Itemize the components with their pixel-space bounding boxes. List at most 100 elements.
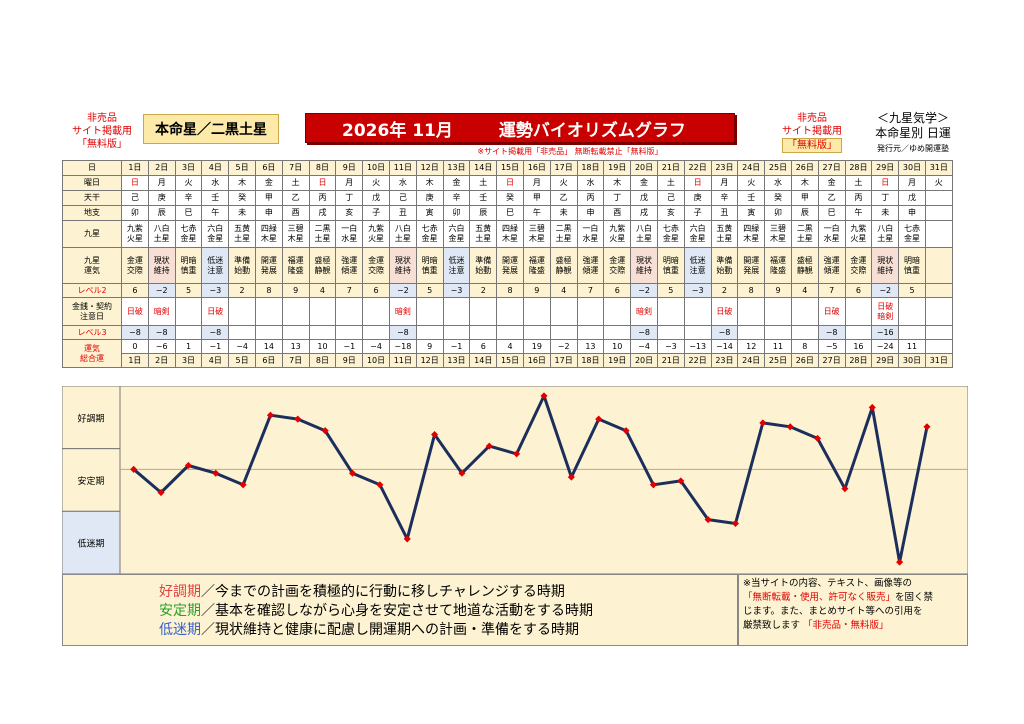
weekday-cell: 日 (308, 175, 337, 191)
cell-text: −2 (155, 285, 168, 295)
cell-text: 9 (775, 285, 781, 295)
cell-text: 九紫 (609, 224, 626, 233)
row-label-level3: レベル3 (62, 325, 122, 340)
level2-cell: 7 (335, 283, 364, 298)
cell-text: 壬 (211, 193, 220, 202)
row-label-stem: 天干 (62, 190, 122, 206)
cell-text: 一白 (341, 224, 358, 233)
row-label-branch: 地支 (62, 205, 122, 221)
stem-cell: 丁 (871, 190, 900, 206)
band-label-cell (62, 386, 121, 450)
cell-text: 卯 (452, 208, 461, 217)
cell-text: 五黄 (234, 224, 251, 233)
cell-text: 月 (157, 178, 166, 187)
cell-text: 金運 (609, 255, 626, 265)
nine-star-cell: 八白 土星 (630, 220, 658, 248)
level3-cell (603, 325, 632, 340)
total-cell: −1 (442, 339, 471, 354)
cell-text: 14 (263, 341, 274, 351)
weekday-row: 曜日 日 月 火 水 木 金 土 日 月 火 水 木 金 土 日 月 火 水 木 金 土 日 月 火 水 木 金 土 日 月 火 (62, 175, 953, 191)
weekday-cell: 火 (362, 175, 390, 191)
cell-text: −6 (155, 341, 168, 351)
branch-cell: 丑 (710, 205, 739, 221)
day-footer-cell: 21日 (656, 353, 685, 368)
day-footer-cell: 13日 (442, 353, 471, 368)
level2-cell: 6 (844, 283, 873, 298)
branch-cell: 申 (898, 205, 926, 221)
day-cell: 12日 (415, 160, 444, 176)
cell-text: 13日 (447, 163, 466, 172)
cell-text: 交際 (609, 265, 626, 275)
nine-star-cell: 六白 金星 (201, 220, 230, 248)
day-footer-cell: 24日 (737, 353, 766, 368)
data-point (157, 488, 165, 497)
notice-emphasis: 「非売品・無料版」 (803, 620, 889, 631)
fortune-cell: 準備 始動 (228, 247, 256, 284)
band-label: 低迷期 (77, 538, 104, 550)
branch-cell: 午 (522, 205, 551, 221)
level3-row: レベル3 −8 −8 −8 −8 −8 −8 −8 −16 (62, 325, 953, 340)
data-point (458, 469, 466, 477)
cell-text: 30日 (902, 355, 922, 365)
cell-text: 水星 (582, 234, 599, 243)
nonsale-line: 非売品 (797, 113, 827, 124)
stem-cell: 壬 (737, 190, 766, 206)
branch-cell: 巳 (496, 205, 524, 221)
cell-text: 乙 (559, 193, 568, 202)
day-cell: 17日 (549, 160, 578, 176)
cell-text: 21日 (661, 163, 680, 172)
data-point (130, 465, 138, 473)
fortune-cell: 明暗 慎重 (656, 247, 685, 284)
cell-text: 三碧 (528, 224, 545, 233)
cell-text: −24 (876, 341, 894, 351)
cell-text: 6日 (262, 355, 276, 365)
total-cell: 10 (308, 339, 337, 354)
level3-cell (362, 325, 390, 340)
total-cell: 9 (415, 339, 444, 354)
cell-text: 五黄 (716, 224, 733, 233)
level3-cell (335, 325, 364, 340)
level3-cell (737, 325, 766, 340)
cell-text: 発展 (743, 265, 760, 275)
cell-text: 低迷 (689, 255, 706, 265)
cell-text: 始動 (475, 265, 492, 275)
level2-cell: −3 (442, 283, 471, 298)
level3-cell (442, 325, 471, 340)
cell-text: 8日 (315, 355, 330, 365)
money-cell: 暗剣 (388, 297, 417, 326)
cell-text: 29日 (876, 163, 895, 172)
cell-text: 火星 (368, 234, 385, 243)
day-footer-cell: 11日 (388, 353, 417, 368)
stem-cell: 癸 (764, 190, 792, 206)
brand-publisher: 発行元／ゆめ開運塾 (877, 144, 949, 153)
cell-text: 3日 (181, 355, 196, 365)
total-row: 運気 総合運 0 −6 1 −1 −4 14 13 10 −1 −4 −18 9 −1 6 4 19 −2 13 10 −… (62, 339, 953, 368)
cell-text: 壬 (479, 193, 488, 202)
cell-text: 壬 (747, 193, 756, 202)
data-point (677, 477, 685, 485)
fortune-cell: 現状 維持 (388, 247, 417, 284)
nine-star-cell: 四緑 木星 (737, 220, 766, 248)
nine-star-cell: 一白 水星 (817, 220, 846, 248)
cell-text: 8 (266, 285, 272, 295)
fortune-cell: 開運 発展 (737, 247, 766, 284)
cell-text: 静観 (796, 265, 813, 275)
cell-text: 9日 (342, 355, 356, 365)
data-point (403, 535, 411, 543)
cell-text: 13 (585, 341, 596, 351)
cell-text: 丙 (586, 193, 595, 202)
title-banner: 2026年 11月 運勢バイオリズムグラフ (305, 113, 735, 143)
cell-text: 福運 (287, 255, 304, 265)
cell-text: 14日 (474, 163, 493, 172)
stem-cell: 戊 (898, 190, 926, 206)
cell-text: 18日 (581, 163, 600, 172)
stem-cell: 乙 (817, 190, 846, 206)
cell-text: 未 (238, 208, 247, 217)
cell-text: 日 (506, 178, 515, 187)
period-legend: 好調期／今までの計画を積極的に行動に移しチャレンジする時期 安定期／基本を確認し… (62, 574, 738, 646)
cell-text: 土星 (314, 234, 331, 243)
cell-text: 八白 (153, 224, 170, 233)
money-cell (174, 297, 203, 326)
day-cell: 2日 (147, 160, 176, 176)
weekday-cell: 土 (281, 175, 310, 191)
